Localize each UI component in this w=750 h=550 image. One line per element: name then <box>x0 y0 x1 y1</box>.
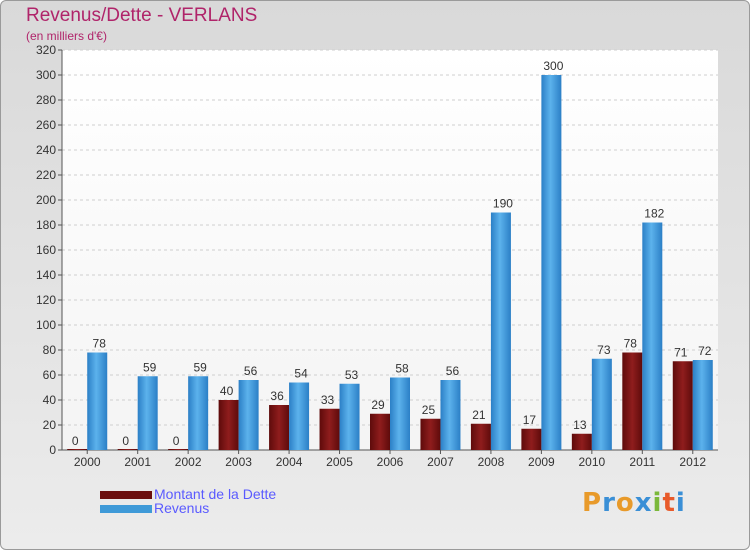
bar-revenus <box>541 75 562 450</box>
y-tick-label: 80 <box>43 343 57 357</box>
logo-letter: i <box>652 488 663 518</box>
y-tick-label: 200 <box>36 193 56 207</box>
data-label-revenus: 78 <box>93 337 107 351</box>
chart-title: Revenus/Dette - VERLANS <box>26 5 258 26</box>
data-label-dette: 71 <box>674 345 688 359</box>
bar-dette <box>218 400 239 450</box>
y-tick-label: 60 <box>43 368 57 382</box>
bar-dette <box>672 361 693 450</box>
y-tick-label: 240 <box>36 143 56 157</box>
y-tick-label: 100 <box>36 318 56 332</box>
x-tick-label: 2010 <box>578 455 605 469</box>
y-tick-label: 300 <box>36 68 56 82</box>
data-label-revenus: 59 <box>193 360 207 374</box>
bar-dette <box>622 352 643 450</box>
logo-letter: i <box>675 488 686 518</box>
bar-dette <box>67 449 88 450</box>
x-tick-label: 2000 <box>74 455 101 469</box>
bar-revenus <box>440 380 461 450</box>
data-label-dette: 40 <box>220 384 234 398</box>
bar-dette <box>370 413 390 450</box>
data-label-revenus: 59 <box>143 360 157 374</box>
bar-revenus <box>390 377 410 450</box>
y-tick-label: 160 <box>36 243 56 257</box>
data-label-revenus: 300 <box>543 59 563 73</box>
legend-label-dette: Montant de la Dette <box>154 486 277 502</box>
data-label-revenus: 53 <box>345 368 359 382</box>
data-label-revenus: 56 <box>244 364 258 378</box>
x-tick-label: 2006 <box>377 455 404 469</box>
x-tick-label: 2007 <box>427 455 454 469</box>
bar-revenus <box>591 358 612 450</box>
data-label-dette: 21 <box>472 408 486 422</box>
logo-letter: o <box>615 488 635 518</box>
bar-dette <box>117 449 138 450</box>
y-tick-label: 0 <box>49 443 56 457</box>
bar-dette <box>571 433 592 450</box>
data-label-revenus: 58 <box>395 362 409 376</box>
bar-revenus <box>87 352 108 450</box>
bar-revenus <box>137 376 158 450</box>
y-tick-label: 20 <box>43 418 57 432</box>
data-label-dette: 0 <box>122 434 129 448</box>
x-tick-label: 2008 <box>478 455 505 469</box>
data-label-dette: 0 <box>173 434 180 448</box>
legend-label-revenus: Revenus <box>154 500 210 516</box>
x-tick-label: 2011 <box>629 455 655 469</box>
bar-dette <box>470 423 491 450</box>
x-tick-label: 2012 <box>679 455 706 469</box>
data-label-revenus: 190 <box>493 197 513 211</box>
x-tick-label: 2005 <box>326 455 353 469</box>
x-tick-label: 2003 <box>225 455 252 469</box>
data-label-dette: 29 <box>371 398 385 412</box>
legend-swatch-dette <box>100 491 152 499</box>
data-label-dette: 25 <box>422 403 436 417</box>
logo-letter: x <box>634 488 653 518</box>
logo-letter: P <box>582 488 603 518</box>
y-tick-label: 40 <box>43 393 57 407</box>
data-label-revenus: 56 <box>446 364 460 378</box>
legend-swatch-revenus <box>100 505 152 513</box>
data-label-dette: 78 <box>624 337 638 351</box>
bar-revenus <box>238 380 259 450</box>
y-tick-label: 120 <box>36 293 56 307</box>
y-tick-label: 180 <box>36 218 56 232</box>
bar-revenus <box>692 360 713 450</box>
bar-dette <box>168 449 189 450</box>
y-tick-label: 220 <box>36 168 56 182</box>
chart-unit-label: (en milliers d'€) <box>26 29 107 43</box>
data-label-dette: 33 <box>321 393 335 407</box>
data-label-revenus: 72 <box>698 344 712 358</box>
data-label-dette: 0 <box>72 434 79 448</box>
x-tick-label: 2009 <box>528 455 555 469</box>
logo-letter: t <box>662 488 676 518</box>
proxiti-logo: Proxiti <box>582 488 686 518</box>
data-label-revenus: 73 <box>597 343 611 357</box>
bar-revenus <box>490 212 511 450</box>
bar-revenus <box>339 383 360 450</box>
y-tick-label: 140 <box>36 268 56 282</box>
y-tick-label: 280 <box>36 93 56 107</box>
x-tick-label: 2002 <box>175 455 202 469</box>
bar-revenus <box>289 382 310 450</box>
data-label-dette: 17 <box>523 413 537 427</box>
x-tick-label: 2004 <box>276 455 303 469</box>
data-label-revenus: 182 <box>644 207 664 221</box>
data-label-revenus: 54 <box>294 367 308 381</box>
logo-letter: r <box>602 488 616 518</box>
bar-revenus <box>188 376 209 450</box>
data-label-dette: 13 <box>573 418 587 432</box>
x-tick-label: 2001 <box>124 455 151 469</box>
bar-dette <box>521 428 542 450</box>
data-label-dette: 36 <box>270 389 284 403</box>
y-tick-label: 320 <box>36 43 56 57</box>
bar-dette <box>269 405 290 450</box>
bar-dette <box>319 408 340 450</box>
bar-revenus <box>642 222 663 450</box>
bar-dette <box>420 418 441 450</box>
y-tick-label: 260 <box>36 118 56 132</box>
